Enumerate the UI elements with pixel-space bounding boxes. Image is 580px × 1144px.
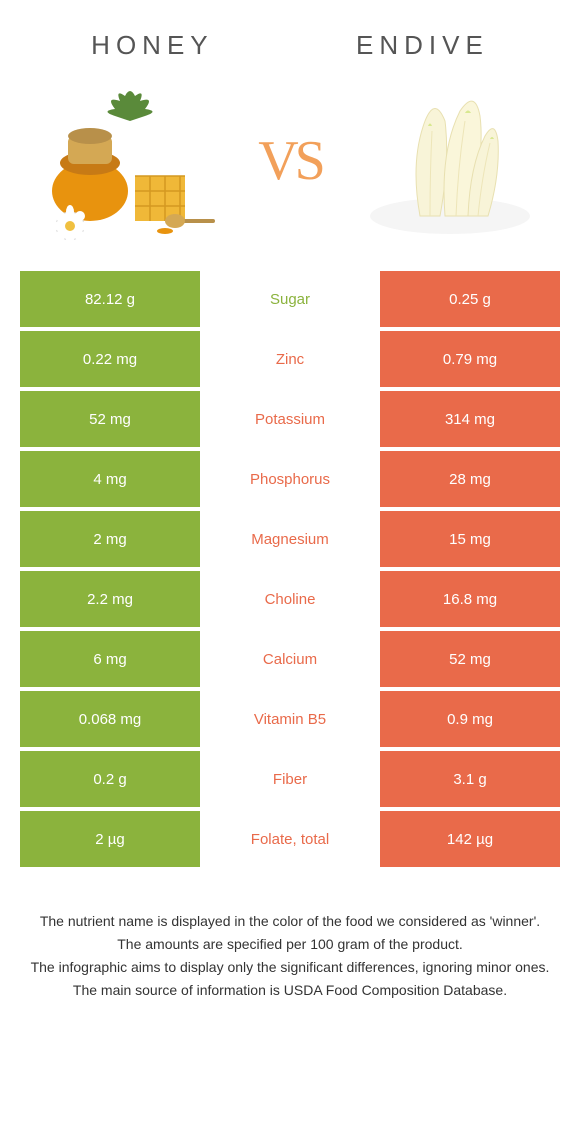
nutrient-label: Zinc	[200, 331, 380, 387]
value-left: 0.22 mg	[20, 331, 200, 387]
value-left: 0.068 mg	[20, 691, 200, 747]
value-left: 82.12 g	[20, 271, 200, 327]
title-right: ENDIVE	[356, 30, 489, 61]
nutrient-label: Vitamin B5	[200, 691, 380, 747]
footer-line: The nutrient name is displayed in the co…	[30, 911, 550, 932]
table-row: 4 mgPhosphorus28 mg	[20, 451, 560, 507]
value-right: 3.1 g	[380, 751, 560, 807]
hero-row: VS	[0, 81, 580, 271]
value-left: 0.2 g	[20, 751, 200, 807]
value-left: 52 mg	[20, 391, 200, 447]
value-left: 6 mg	[20, 631, 200, 687]
honey-image	[30, 81, 230, 241]
table-row: 6 mgCalcium52 mg	[20, 631, 560, 687]
value-right: 28 mg	[380, 451, 560, 507]
value-right: 314 mg	[380, 391, 560, 447]
nutrient-label: Magnesium	[200, 511, 380, 567]
value-left: 2 µg	[20, 811, 200, 867]
value-right: 15 mg	[380, 511, 560, 567]
value-right: 142 µg	[380, 811, 560, 867]
table-row: 2.2 mgCholine16.8 mg	[20, 571, 560, 627]
vs-label: VS	[258, 129, 322, 193]
title-left: HONEY	[91, 30, 213, 61]
value-left: 2.2 mg	[20, 571, 200, 627]
value-right: 0.9 mg	[380, 691, 560, 747]
table-row: 2 µgFolate, total142 µg	[20, 811, 560, 867]
value-left: 2 mg	[20, 511, 200, 567]
value-right: 16.8 mg	[380, 571, 560, 627]
nutrient-label: Sugar	[200, 271, 380, 327]
nutrient-label: Fiber	[200, 751, 380, 807]
endive-image	[350, 81, 550, 241]
footer-line: The main source of information is USDA F…	[30, 980, 550, 1001]
nutrient-label: Calcium	[200, 631, 380, 687]
footer-line: The infographic aims to display only the…	[30, 957, 550, 978]
comparison-table: 82.12 gSugar0.25 g0.22 mgZinc0.79 mg52 m…	[0, 271, 580, 867]
value-left: 4 mg	[20, 451, 200, 507]
header: HONEY ENDIVE	[0, 0, 580, 81]
footer-line: The amounts are specified per 100 gram o…	[30, 934, 550, 955]
nutrient-label: Folate, total	[200, 811, 380, 867]
nutrient-label: Potassium	[200, 391, 380, 447]
footer-notes: The nutrient name is displayed in the co…	[0, 871, 580, 1001]
table-row: 82.12 gSugar0.25 g	[20, 271, 560, 327]
table-row: 0.2 gFiber3.1 g	[20, 751, 560, 807]
table-row: 0.068 mgVitamin B50.9 mg	[20, 691, 560, 747]
table-row: 2 mgMagnesium15 mg	[20, 511, 560, 567]
nutrient-label: Phosphorus	[200, 451, 380, 507]
table-row: 0.22 mgZinc0.79 mg	[20, 331, 560, 387]
nutrient-label: Choline	[200, 571, 380, 627]
value-right: 0.25 g	[380, 271, 560, 327]
value-right: 0.79 mg	[380, 331, 560, 387]
value-right: 52 mg	[380, 631, 560, 687]
table-row: 52 mgPotassium314 mg	[20, 391, 560, 447]
